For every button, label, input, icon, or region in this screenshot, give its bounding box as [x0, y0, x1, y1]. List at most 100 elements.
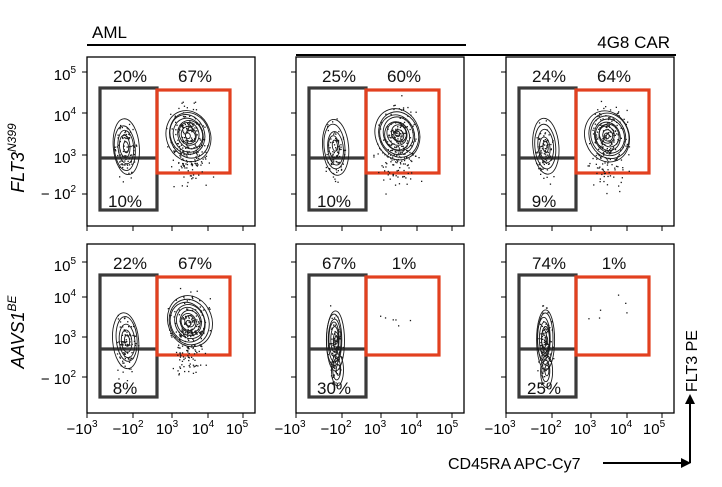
event-dot [123, 352, 125, 354]
event-dot [200, 333, 202, 336]
event-dot [117, 137, 119, 139]
event-dot [607, 118, 610, 121]
contour-line [122, 141, 130, 154]
event-dot [595, 140, 597, 142]
event-dot [401, 145, 403, 147]
event-dot [188, 130, 190, 132]
event-dot [619, 121, 621, 123]
event-dot [184, 332, 186, 334]
event-dot [615, 159, 617, 161]
event-dot [542, 344, 544, 346]
event-dot [334, 347, 336, 349]
event-dot [325, 166, 327, 169]
event-dot [120, 124, 122, 127]
event-dot [338, 348, 340, 350]
event-dot [170, 332, 172, 335]
event-dot [186, 125, 188, 128]
event-dot [122, 166, 124, 169]
event-dot [175, 331, 177, 333]
event-dot [178, 344, 180, 346]
event-dot [391, 159, 393, 161]
event-dot [387, 156, 389, 158]
event-dot [186, 349, 188, 352]
event-dot [182, 331, 184, 333]
event-dot [552, 141, 554, 143]
event-dot [182, 115, 185, 118]
event-dot [390, 123, 393, 125]
event-dot [187, 316, 190, 318]
event-dot [397, 130, 399, 132]
event-dot [174, 311, 176, 313]
event-dot [618, 153, 620, 156]
event-dot [603, 124, 605, 127]
event-dot [128, 123, 131, 126]
gate-percent-lower: 10% [108, 192, 142, 211]
event-dot [602, 118, 604, 120]
event-dot [122, 326, 124, 328]
event-dot [118, 151, 120, 153]
event-dot [547, 143, 549, 146]
event-dot [339, 350, 341, 352]
event-dot [333, 366, 335, 368]
event-dot [191, 125, 193, 128]
event-dot [130, 357, 133, 359]
event-dot [343, 149, 345, 152]
event-dot [396, 146, 398, 148]
event-dot [605, 129, 607, 131]
event-dot [407, 150, 409, 152]
event-dot [542, 312, 544, 314]
event-dot [186, 185, 188, 187]
event-dot [412, 125, 414, 127]
event-dot [188, 146, 190, 148]
event-dot [188, 348, 190, 350]
event-dot [335, 372, 337, 374]
event-dot [195, 130, 197, 132]
event-dot [191, 165, 193, 167]
event-dot [610, 147, 612, 150]
event-dot [338, 319, 340, 322]
event-dot [414, 140, 416, 142]
event-dot [124, 352, 126, 354]
event-dot [620, 159, 623, 161]
event-dot [203, 328, 205, 330]
event-dot [599, 127, 601, 129]
event-dot [187, 330, 189, 333]
event-dot [603, 173, 606, 175]
event-dot [187, 128, 189, 130]
event-dot [333, 388, 336, 391]
event-dot [198, 322, 200, 324]
event-dot [128, 172, 130, 174]
event-dot [385, 166, 387, 168]
event-dot [196, 290, 198, 292]
event-dot [187, 356, 190, 358]
event-dot [194, 349, 196, 351]
event-dot [551, 329, 553, 331]
event-dot [389, 137, 392, 139]
event-dot [126, 335, 128, 337]
contour-line [327, 131, 344, 166]
event-dot [132, 128, 134, 131]
event-dot [342, 138, 345, 140]
event-dot [171, 336, 173, 338]
event-dot [170, 113, 172, 115]
event-dot [549, 340, 551, 342]
event-dot [133, 145, 135, 147]
event-dot [541, 375, 543, 377]
event-dot [609, 109, 612, 111]
event-dot [335, 147, 337, 149]
event-dot [548, 134, 550, 136]
event-dot [127, 335, 130, 337]
event-dot [188, 339, 190, 341]
contour-line [594, 121, 621, 151]
event-dot [601, 125, 604, 127]
event-dot [384, 170, 386, 172]
event-dot [136, 145, 138, 147]
event-dot [205, 184, 207, 186]
event-dot [203, 139, 206, 141]
event-dot [541, 325, 543, 327]
event-dot [189, 161, 191, 163]
event-dot [543, 339, 546, 341]
event-dot [543, 140, 545, 142]
event-dot [209, 298, 211, 300]
event-dot [196, 151, 198, 153]
